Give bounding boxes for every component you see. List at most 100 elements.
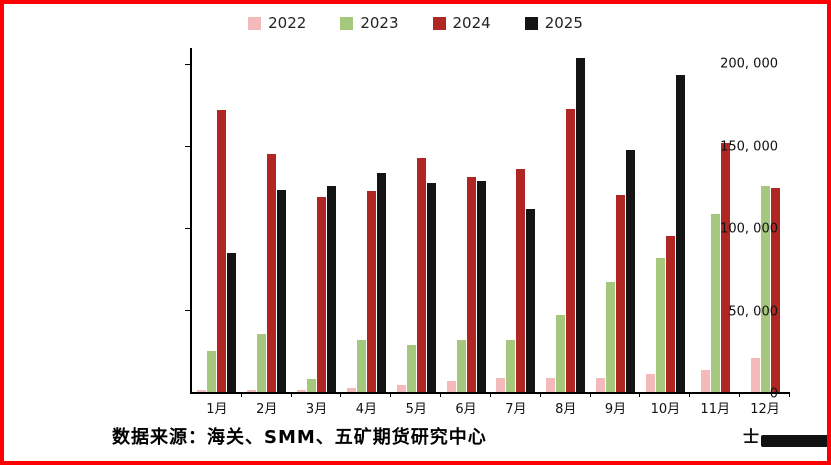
x-tick-label: 9月 bbox=[604, 402, 627, 417]
x-tick-mark bbox=[440, 392, 442, 397]
legend-swatch-2024 bbox=[432, 16, 446, 30]
bar-2023-3月 bbox=[307, 378, 317, 392]
x-tick-label: 3月 bbox=[305, 402, 328, 417]
watermark: 士 bbox=[743, 423, 827, 447]
x-tick-mark bbox=[290, 392, 292, 397]
bar-2024-11月 bbox=[720, 143, 730, 392]
bar-2024-12月 bbox=[770, 188, 780, 392]
bar-2024-5月 bbox=[416, 157, 426, 392]
bar-2025-9月 bbox=[626, 149, 636, 392]
x-tick-mark bbox=[340, 392, 342, 397]
legend-item-2022: 2022 bbox=[248, 14, 306, 32]
bar-group-6月: 6月 bbox=[441, 48, 491, 417]
legend-label-2024: 2024 bbox=[452, 14, 491, 32]
bar-2024-3月 bbox=[317, 197, 327, 392]
legend: 2022 2023 2024 2025 bbox=[4, 14, 827, 32]
bar-2022-12月 bbox=[750, 358, 760, 392]
bar-2024-8月 bbox=[566, 108, 576, 392]
y-tick-mark bbox=[185, 63, 192, 65]
x-tick-mark bbox=[489, 392, 491, 397]
bar-2023-11月 bbox=[710, 214, 720, 392]
bar-2025-10月 bbox=[675, 75, 685, 392]
legend-label-2022: 2022 bbox=[268, 14, 307, 32]
bar-group-1月: 1月 bbox=[192, 48, 242, 417]
bar-group-5月: 5月 bbox=[391, 48, 442, 417]
bar-2024-2月 bbox=[267, 153, 277, 392]
bar-2025-2月 bbox=[277, 189, 287, 392]
bar-2022-8月 bbox=[546, 378, 556, 392]
y-tick-label: 150, 000 bbox=[720, 139, 778, 155]
bar-2024-10月 bbox=[665, 236, 675, 392]
watermark-bar bbox=[761, 435, 827, 447]
bar-group-2月: 2月 bbox=[242, 48, 292, 417]
bar-group-3月: 3月 bbox=[292, 48, 342, 417]
bar-group-12月: 12月 bbox=[740, 48, 790, 417]
bar-group-9月: 9月 bbox=[591, 48, 641, 417]
bar-group-11月: 11月 bbox=[690, 48, 741, 417]
bar-2022-3月 bbox=[297, 389, 307, 392]
bar-2023-8月 bbox=[556, 315, 566, 392]
legend-swatch-2025 bbox=[524, 16, 538, 30]
bar-2024-7月 bbox=[516, 169, 526, 392]
x-tick-label: 1月 bbox=[206, 402, 228, 417]
bar-2023-2月 bbox=[257, 333, 267, 392]
watermark-glyph: 士 bbox=[742, 427, 759, 446]
chart: 1月 2月 3月 4月 5月 6月 7月 8月 9月 10月 11月 12月 0 50, 000 100,… bbox=[185, 48, 790, 417]
y-tick-label: 50, 000 bbox=[728, 304, 778, 320]
legend-swatch-2023 bbox=[340, 16, 354, 30]
bar-2025-8月 bbox=[576, 57, 586, 392]
bar-2025-4月 bbox=[376, 172, 386, 392]
bar-2022-11月 bbox=[700, 369, 710, 392]
bar-2025-5月 bbox=[426, 183, 436, 392]
bar-2024-6月 bbox=[466, 177, 476, 392]
bar-group-4月: 4月 bbox=[341, 48, 392, 417]
bar-2022-5月 bbox=[396, 385, 406, 392]
x-tick-label: 5月 bbox=[405, 402, 427, 417]
bar-2023-9月 bbox=[606, 282, 616, 392]
bar-2023-10月 bbox=[655, 257, 665, 392]
x-tick-mark bbox=[589, 392, 591, 397]
x-tick-mark bbox=[739, 392, 741, 397]
bar-2022-7月 bbox=[496, 378, 506, 392]
x-tick-mark bbox=[788, 392, 790, 397]
x-tick-mark bbox=[639, 392, 641, 397]
bar-2022-4月 bbox=[346, 387, 356, 392]
bar-2023-6月 bbox=[456, 340, 466, 392]
bar-2022-1月 bbox=[197, 390, 207, 392]
x-tick-label: 11月 bbox=[700, 402, 730, 417]
x-tick-mark bbox=[689, 392, 691, 397]
x-tick-mark bbox=[390, 392, 392, 397]
bar-2024-4月 bbox=[366, 191, 376, 392]
legend-swatch-2022 bbox=[248, 16, 262, 30]
legend-item-2023: 2023 bbox=[340, 14, 399, 32]
bar-2025-7月 bbox=[526, 208, 536, 392]
bar-2025-1月 bbox=[227, 252, 237, 392]
y-tick-label: 200, 000 bbox=[720, 56, 778, 72]
legend-label-2025: 2025 bbox=[544, 14, 583, 32]
legend-item-2024: 2024 bbox=[432, 14, 491, 32]
x-tick-label: 7月 bbox=[505, 402, 527, 417]
x-tick-label: 12月 bbox=[750, 402, 780, 417]
x-tick-mark bbox=[240, 392, 242, 397]
bar-group-7月: 7月 bbox=[491, 48, 541, 417]
bar-2024-1月 bbox=[217, 110, 227, 392]
bar-2025-6月 bbox=[476, 180, 486, 392]
bar-2023-5月 bbox=[406, 344, 416, 392]
y-tick-mark bbox=[185, 309, 192, 311]
bar-2024-9月 bbox=[616, 195, 626, 392]
y-tick-label: 0 bbox=[769, 386, 778, 402]
bar-2023-1月 bbox=[207, 351, 217, 392]
bar-group-10月: 10月 bbox=[640, 48, 691, 417]
legend-item-2025: 2025 bbox=[524, 14, 583, 32]
y-tick-mark bbox=[185, 145, 192, 147]
bar-2023-4月 bbox=[356, 340, 366, 392]
legend-label-2023: 2023 bbox=[360, 14, 399, 32]
bar-2022-6月 bbox=[446, 381, 456, 392]
bar-2025-3月 bbox=[327, 186, 337, 392]
bar-2023-12月 bbox=[760, 185, 770, 392]
source-text: 数据来源：海关、SMM、五矿期货研究中心 bbox=[112, 427, 487, 448]
x-tick-label: 8月 bbox=[555, 402, 577, 417]
bar-group-8月: 8月 bbox=[541, 48, 591, 417]
x-tick-label: 6月 bbox=[455, 402, 477, 417]
x-tick-mark bbox=[539, 392, 541, 397]
